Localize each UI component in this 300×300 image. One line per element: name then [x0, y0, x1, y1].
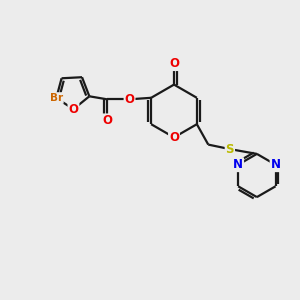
Text: Br: Br — [50, 93, 63, 103]
Text: O: O — [68, 103, 78, 116]
Text: O: O — [124, 93, 134, 106]
Text: S: S — [226, 142, 234, 156]
Text: N: N — [233, 158, 243, 171]
Text: O: O — [169, 57, 179, 70]
Text: N: N — [271, 158, 281, 171]
Text: O: O — [102, 114, 112, 128]
Text: O: O — [169, 131, 179, 144]
